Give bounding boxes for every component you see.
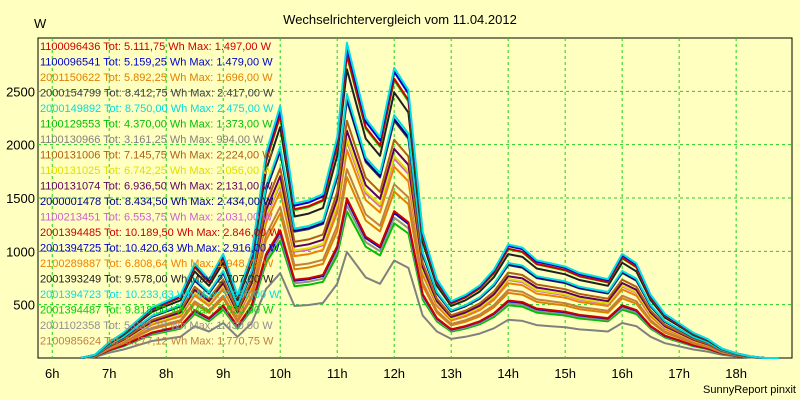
x-tick-label: 6h bbox=[45, 366, 59, 381]
y-tick-label: 2000 bbox=[6, 138, 35, 153]
x-tick-label: 8h bbox=[159, 366, 173, 381]
x-tick-label: 12h bbox=[383, 366, 405, 381]
legend-entry-12: 1100213451 Tot: 6.553,75 Wh Max: 2.031,0… bbox=[40, 212, 273, 224]
chart-title: Wechselrichtervergleich vom 11.04.2012 bbox=[283, 12, 517, 27]
x-tick-label: 9h bbox=[216, 366, 230, 381]
legend-entry-6: 1100129553 Tot: 4.370,00 Wh Max: 1.373,0… bbox=[40, 119, 273, 131]
legend-entry-20: 2100985624 Tot: 6.277,12 Wh Max: 1.770,7… bbox=[40, 336, 274, 348]
x-tick-label: 11h bbox=[327, 366, 348, 381]
legend-entry-10: 1100131074 Tot: 6.936,50 Wh Max: 2.131,0… bbox=[40, 181, 273, 193]
legend-entry-1: 1100096436 Tot: 5.111,75 Wh Max: 1.497,0… bbox=[40, 41, 272, 53]
series-line-1 bbox=[80, 197, 779, 359]
legend-entry-9: 1100131025 Tot: 6.742,25 Wh Max: 2.056,0… bbox=[40, 165, 273, 177]
series-line-16 bbox=[80, 68, 779, 359]
legend-entry-13: 2001394485 Tot: 10.189,50 Wh Max: 2.846,… bbox=[40, 227, 280, 239]
legend-entry-14: 2001394725 Tot: 10.420,63 Wh Max: 2.916,… bbox=[40, 243, 280, 255]
series-lines bbox=[80, 41, 779, 359]
axis-ticks: 6h 7h 8h 9h 10h 11h 12h 13h 14h 15h 16h 17h 18h 500 10… bbox=[6, 84, 747, 381]
legend-entry-19: 2001102358 Tot: 5.032,75 Wh Max: 1.430,0… bbox=[40, 320, 273, 332]
legend-entry-15: 2100289887 Tot: 6.808,64 Wh Max: 1.948,7… bbox=[40, 258, 274, 270]
x-tick-label: 15h bbox=[554, 366, 576, 381]
series-line-5 bbox=[80, 93, 779, 359]
series-line-20 bbox=[80, 168, 779, 359]
footer-credit: SunnyReport pinxit bbox=[703, 384, 796, 396]
legend-entry-4: 2000154799 Tot: 8.412,75 Wh Max: 2.417,0… bbox=[40, 88, 274, 100]
y-axis-unit-label: W bbox=[34, 16, 47, 31]
series-line-8 bbox=[80, 119, 779, 359]
legend-entry-16: 2001393249 Tot: 9.578,00 Wh Max: 2.707,0… bbox=[40, 274, 274, 286]
series-line-10 bbox=[80, 129, 779, 359]
y-tick-label: 2500 bbox=[6, 84, 35, 99]
x-tick-label: 18h bbox=[725, 366, 747, 381]
x-tick-label: 10h bbox=[269, 366, 291, 381]
x-tick-label: 13h bbox=[440, 366, 462, 381]
legend-entry-18: 2001394487 Tot: 9.818,50 Wh Max: 2.830,0… bbox=[40, 305, 274, 317]
legend-entry-3: 2001150622 Tot: 5.892,25 Wh Max: 1.696,0… bbox=[40, 72, 273, 84]
legend-entry-5: 2000149892 Tot: 8.750,00 Wh Max: 2.475,0… bbox=[40, 103, 274, 115]
x-tick-label: 16h bbox=[611, 366, 633, 381]
legend-entry-8: 1100131006 Tot: 7.145,75 Wh Max: 2.224,0… bbox=[40, 150, 273, 162]
legend: 1100096436 Tot: 5.111,75 Wh Max: 1.497,0… bbox=[40, 41, 280, 348]
series-line-7 bbox=[80, 251, 779, 359]
legend-entry-7: 1100130966 Tot: 3.161,25 Wh Max: 994,00 … bbox=[40, 134, 264, 146]
x-tick-label: 7h bbox=[102, 366, 116, 381]
legend-entry-11: 2000001478 Tot: 8.434,50 Wh Max: 2.434,0… bbox=[40, 196, 274, 208]
x-tick-label: 17h bbox=[668, 366, 690, 381]
y-tick-label: 1000 bbox=[6, 244, 35, 259]
legend-entry-17: 2001394723 Tot: 10.233,63 Wh Max: 2.956,… bbox=[40, 289, 280, 301]
y-tick-label: 1500 bbox=[6, 191, 35, 206]
y-tick-label: 500 bbox=[13, 298, 35, 313]
x-tick-label: 14h bbox=[497, 366, 519, 381]
series-line-17 bbox=[80, 41, 779, 359]
legend-entry-2: 1100096541 Tot: 5.159,25 Wh Max: 1.479,0… bbox=[40, 57, 273, 69]
